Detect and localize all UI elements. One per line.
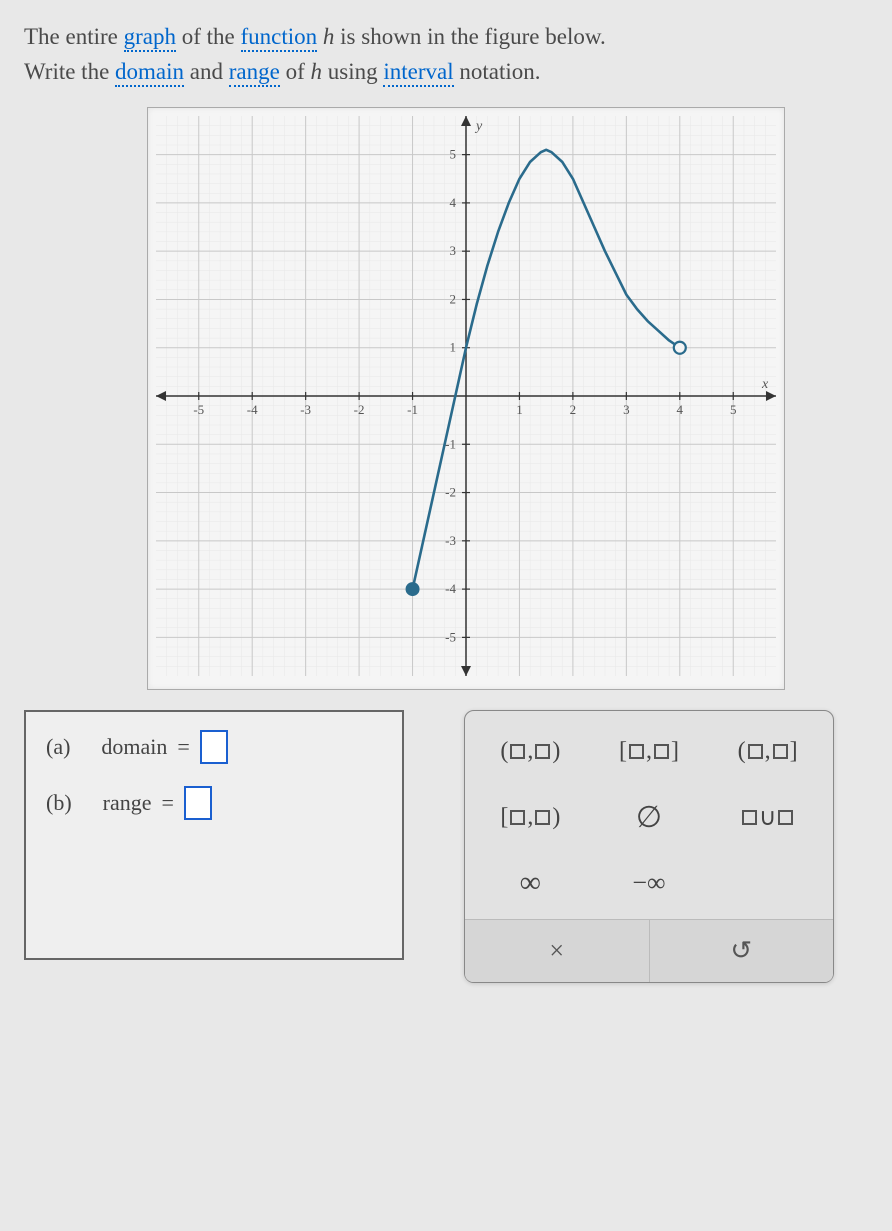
- svg-text:-5: -5: [193, 402, 204, 417]
- svg-text:1: 1: [450, 340, 457, 355]
- graph-box: -5-4-3-2-112345-5-4-3-2-112345xy: [147, 107, 785, 690]
- svg-text:3: 3: [623, 402, 630, 417]
- clear-button[interactable]: ×: [465, 920, 649, 982]
- svg-text:x: x: [761, 377, 769, 392]
- palette-closed-closed[interactable]: [,]: [604, 729, 695, 773]
- svg-text:2: 2: [450, 291, 457, 306]
- svg-text:5: 5: [730, 402, 737, 417]
- palette-neg-infinity[interactable]: −∞: [604, 861, 695, 905]
- part-b-label: (b): [46, 790, 72, 816]
- link-range[interactable]: range: [229, 59, 280, 87]
- link-domain[interactable]: domain: [115, 59, 184, 87]
- equals-a: =: [177, 734, 189, 760]
- var-h: h: [323, 24, 335, 49]
- palette-empty-set[interactable]: ∅: [604, 795, 695, 839]
- link-graph[interactable]: graph: [124, 24, 176, 52]
- svg-text:1: 1: [516, 402, 523, 417]
- svg-text:-4: -4: [445, 581, 456, 596]
- palette-spacer: [722, 861, 813, 905]
- question-text: The entire graph of the function h is sh…: [24, 20, 868, 89]
- svg-text:-1: -1: [407, 402, 418, 417]
- svg-text:-3: -3: [300, 402, 311, 417]
- range-input[interactable]: [184, 786, 212, 820]
- part-b-text: range: [103, 790, 152, 816]
- palette-open-open[interactable]: (,): [485, 729, 576, 773]
- svg-text:-4: -4: [247, 402, 258, 417]
- answer-row-b: (b) range =: [46, 786, 382, 820]
- reset-button[interactable]: ↺: [649, 920, 834, 982]
- answer-row-a: (a) domain =: [46, 730, 382, 764]
- palette-closed-open[interactable]: [,): [485, 795, 576, 839]
- svg-text:3: 3: [450, 243, 457, 258]
- var-h2: h: [311, 59, 323, 84]
- svg-text:5: 5: [450, 147, 457, 162]
- symbol-palette: (,) [,] (,] [,) ∅ ∪ ∞ −∞ × ↺: [464, 710, 834, 983]
- graph-svg: -5-4-3-2-112345-5-4-3-2-112345xy: [156, 116, 776, 676]
- svg-text:-2: -2: [354, 402, 365, 417]
- part-a-label: (a): [46, 734, 70, 760]
- graph-container: -5-4-3-2-112345-5-4-3-2-112345xy: [64, 107, 868, 690]
- equals-b: =: [162, 790, 174, 816]
- part-a-text: domain: [101, 734, 167, 760]
- svg-text:4: 4: [450, 195, 457, 210]
- palette-open-closed[interactable]: (,]: [722, 729, 813, 773]
- svg-text:y: y: [474, 119, 483, 134]
- palette-infinity[interactable]: ∞: [485, 861, 576, 905]
- palette-union[interactable]: ∪: [722, 795, 813, 839]
- svg-text:4: 4: [677, 402, 684, 417]
- svg-text:2: 2: [570, 402, 577, 417]
- svg-text:-5: -5: [445, 629, 456, 644]
- svg-text:-2: -2: [445, 485, 456, 500]
- domain-input[interactable]: [200, 730, 228, 764]
- answer-box: (a) domain = (b) range =: [24, 710, 404, 960]
- svg-text:-3: -3: [445, 533, 456, 548]
- link-interval[interactable]: interval: [383, 59, 453, 87]
- link-function[interactable]: function: [241, 24, 318, 52]
